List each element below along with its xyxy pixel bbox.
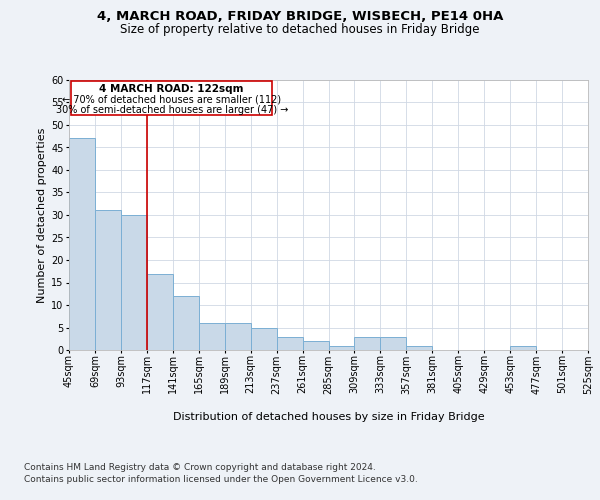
Bar — [355, 336, 380, 350]
Bar — [147, 274, 173, 350]
Text: Distribution of detached houses by size in Friday Bridge: Distribution of detached houses by size … — [173, 412, 485, 422]
Text: ← 70% of detached houses are smaller (112): ← 70% of detached houses are smaller (11… — [62, 94, 281, 104]
Text: Size of property relative to detached houses in Friday Bridge: Size of property relative to detached ho… — [120, 22, 480, 36]
Bar — [251, 328, 277, 350]
Text: Contains public sector information licensed under the Open Government Licence v3: Contains public sector information licen… — [24, 475, 418, 484]
Bar — [173, 296, 199, 350]
Bar — [277, 336, 302, 350]
Bar — [510, 346, 536, 350]
Bar — [199, 323, 224, 350]
Bar — [380, 336, 406, 350]
Bar — [225, 323, 251, 350]
Text: 4 MARCH ROAD: 122sqm: 4 MARCH ROAD: 122sqm — [100, 84, 244, 94]
Y-axis label: Number of detached properties: Number of detached properties — [37, 128, 47, 302]
FancyBboxPatch shape — [71, 81, 272, 115]
Bar — [302, 341, 329, 350]
Bar — [121, 215, 147, 350]
Bar — [69, 138, 95, 350]
Bar — [95, 210, 121, 350]
Text: 30% of semi-detached houses are larger (47) →: 30% of semi-detached houses are larger (… — [56, 105, 288, 115]
Text: 4, MARCH ROAD, FRIDAY BRIDGE, WISBECH, PE14 0HA: 4, MARCH ROAD, FRIDAY BRIDGE, WISBECH, P… — [97, 10, 503, 23]
Text: Contains HM Land Registry data © Crown copyright and database right 2024.: Contains HM Land Registry data © Crown c… — [24, 462, 376, 471]
Bar — [329, 346, 355, 350]
Bar — [406, 346, 432, 350]
